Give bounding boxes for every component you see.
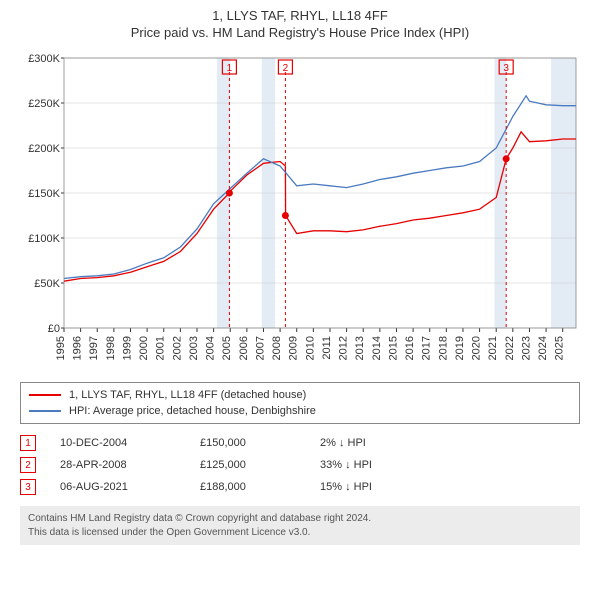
chart-subtitle: Price paid vs. HM Land Registry's House … bbox=[16, 25, 584, 40]
x-axis-label: 2024 bbox=[537, 336, 549, 360]
x-axis-label: 2008 bbox=[271, 336, 283, 360]
legend-swatch bbox=[29, 394, 61, 396]
marker-dot bbox=[503, 155, 510, 162]
transaction-table: 1 10-DEC-2004£150,0002% ↓ HPI 2 28-APR-2008… bbox=[20, 432, 580, 498]
marker-number: 3 bbox=[503, 63, 509, 74]
transaction-delta: 33% ↓ HPI bbox=[320, 459, 440, 471]
x-axis-label: 2001 bbox=[155, 336, 167, 360]
x-axis-label: 2023 bbox=[520, 336, 532, 360]
x-axis-label: 2004 bbox=[205, 336, 217, 360]
x-axis-label: 2013 bbox=[354, 336, 366, 360]
x-axis-label: 2022 bbox=[504, 336, 516, 360]
x-axis-label: 2005 bbox=[221, 336, 233, 360]
attribution-line: This data is licensed under the Open Gov… bbox=[28, 526, 572, 540]
x-axis-label: 2012 bbox=[338, 336, 350, 360]
x-axis-label: 2019 bbox=[454, 336, 466, 360]
legend: 1, LLYS TAF, RHYL, LL18 4FF (detached ho… bbox=[20, 382, 580, 424]
y-axis-label: £0 bbox=[48, 323, 60, 335]
chart-plot-area: £0 £50K £100K £150K £200K £250K £300K 1995 1996 1… bbox=[20, 48, 580, 378]
x-axis-label: 2000 bbox=[138, 336, 150, 360]
x-axis-label: 1996 bbox=[72, 336, 84, 360]
legend-swatch bbox=[29, 410, 61, 412]
y-axis-label: £200K bbox=[28, 143, 60, 155]
transaction-date: 10-DEC-2004 bbox=[60, 437, 200, 449]
transaction-number-box: 2 bbox=[20, 457, 36, 473]
x-axis-label: 2016 bbox=[404, 336, 416, 360]
y-axis-label: £50K bbox=[34, 278, 60, 290]
legend-item: 1, LLYS TAF, RHYL, LL18 4FF (detached ho… bbox=[29, 387, 571, 403]
x-axis-label: 2017 bbox=[421, 336, 433, 360]
chart-container: 1, LLYS TAF, RHYL, LL18 4FF Price paid v… bbox=[0, 0, 600, 590]
x-axis-label: 1995 bbox=[55, 336, 67, 360]
transaction-delta: 15% ↓ HPI bbox=[320, 481, 440, 493]
x-axis-label: 2025 bbox=[554, 336, 566, 360]
x-axis-label: 2021 bbox=[487, 336, 499, 360]
x-axis-label: 2014 bbox=[371, 336, 383, 360]
transaction-date: 28-APR-2008 bbox=[60, 459, 200, 471]
legend-item: HPI: Average price, detached house, Denb… bbox=[29, 403, 571, 419]
x-axis-label: 2002 bbox=[171, 336, 183, 360]
transaction-number-box: 1 bbox=[20, 435, 36, 451]
marker-number: 1 bbox=[227, 63, 233, 74]
y-axis-label: £250K bbox=[28, 98, 60, 110]
y-axis-label: £100K bbox=[28, 233, 60, 245]
x-axis-label: 2007 bbox=[254, 336, 266, 360]
x-axis-label: 2011 bbox=[321, 336, 333, 360]
x-axis-label: 2009 bbox=[288, 336, 300, 360]
transaction-row: 3 06-AUG-2021£188,00015% ↓ HPI bbox=[20, 476, 580, 498]
chart-title: 1, LLYS TAF, RHYL, LL18 4FF bbox=[16, 8, 584, 23]
x-axis-label: 1998 bbox=[105, 336, 117, 360]
transaction-row: 2 28-APR-2008£125,00033% ↓ HPI bbox=[20, 454, 580, 476]
transaction-price: £125,000 bbox=[200, 459, 320, 471]
marker-dot bbox=[226, 190, 233, 197]
legend-label: HPI: Average price, detached house, Denb… bbox=[69, 405, 316, 417]
x-axis-label: 2015 bbox=[387, 336, 399, 360]
transaction-price: £150,000 bbox=[200, 437, 320, 449]
legend-label: 1, LLYS TAF, RHYL, LL18 4FF (detached ho… bbox=[69, 389, 306, 401]
x-axis-label: 2020 bbox=[471, 336, 483, 360]
x-axis-label: 2006 bbox=[238, 336, 250, 360]
transaction-number-box: 3 bbox=[20, 479, 36, 495]
y-axis-label: £150K bbox=[28, 188, 60, 200]
x-axis-label: 2010 bbox=[304, 336, 316, 360]
chart-svg: £0 £50K £100K £150K £200K £250K £300K 1995 1996 1… bbox=[20, 48, 580, 378]
x-axis-label: 1999 bbox=[121, 336, 133, 360]
x-axis-label: 1997 bbox=[88, 336, 100, 360]
marker-number: 2 bbox=[283, 63, 289, 74]
transaction-date: 06-AUG-2021 bbox=[60, 481, 200, 493]
attribution-box: Contains HM Land Registry data © Crown c… bbox=[20, 506, 580, 545]
transaction-row: 1 10-DEC-2004£150,0002% ↓ HPI bbox=[20, 432, 580, 454]
x-axis-label: 2003 bbox=[188, 336, 200, 360]
transaction-price: £188,000 bbox=[200, 481, 320, 493]
transaction-delta: 2% ↓ HPI bbox=[320, 437, 440, 449]
attribution-line: Contains HM Land Registry data © Crown c… bbox=[28, 512, 572, 526]
marker-dot bbox=[282, 212, 289, 219]
x-axis-label: 2018 bbox=[437, 336, 449, 360]
y-axis-label: £300K bbox=[28, 53, 60, 65]
